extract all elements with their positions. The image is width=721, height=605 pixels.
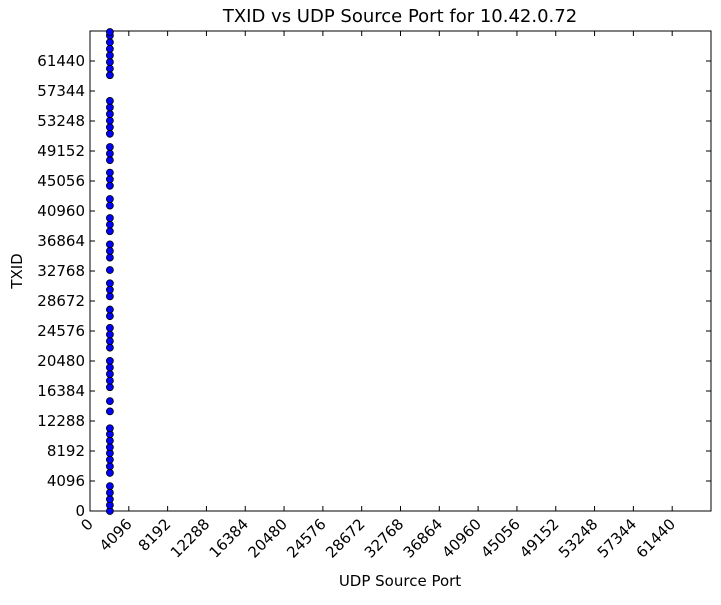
point xyxy=(105,129,114,138)
point xyxy=(105,397,114,406)
point xyxy=(105,424,114,433)
point xyxy=(105,488,114,497)
point xyxy=(105,330,114,339)
point xyxy=(105,462,114,471)
point xyxy=(105,71,114,80)
point xyxy=(105,436,114,445)
y-tick-label: 36864 xyxy=(37,232,85,250)
point xyxy=(105,220,114,229)
point xyxy=(105,370,114,378)
point xyxy=(105,356,114,365)
x-tick-label: 16384 xyxy=(206,515,252,561)
y-axis-label: TXID xyxy=(8,253,26,289)
point xyxy=(105,38,114,47)
y-tick-label: 20480 xyxy=(37,352,85,370)
x-tick-label: 49152 xyxy=(516,515,562,561)
point xyxy=(105,266,114,274)
y-tick-label: 32768 xyxy=(37,262,85,280)
point xyxy=(105,443,114,452)
x-tick-label: 57344 xyxy=(594,515,640,561)
y-tick-label: 0 xyxy=(75,502,85,520)
point xyxy=(105,407,114,416)
point xyxy=(105,175,114,184)
point xyxy=(105,156,114,165)
point xyxy=(105,455,114,464)
x-tick-label: 53248 xyxy=(555,515,601,561)
point xyxy=(105,305,114,314)
point xyxy=(105,495,114,504)
point xyxy=(105,323,114,332)
y-tick-label: 49152 xyxy=(37,142,85,160)
y-tick-label: 16384 xyxy=(37,382,85,400)
point xyxy=(105,240,114,249)
point xyxy=(105,247,114,255)
point xyxy=(105,227,114,236)
x-tick-label: 0 xyxy=(77,515,96,534)
point xyxy=(105,28,114,36)
x-tick-label: 32768 xyxy=(361,515,407,561)
point xyxy=(105,51,114,60)
point xyxy=(105,44,114,53)
plot-frame xyxy=(89,30,712,512)
point xyxy=(105,469,114,477)
y-tick-label: 28672 xyxy=(37,292,85,310)
point xyxy=(105,292,114,301)
point xyxy=(105,214,114,222)
x-tick-label: 36864 xyxy=(400,515,446,561)
point xyxy=(105,149,114,158)
point xyxy=(105,285,114,294)
point xyxy=(105,96,114,105)
point xyxy=(105,58,114,66)
point xyxy=(105,110,114,118)
y-tick-label: 4096 xyxy=(47,472,85,490)
y-tick-label: 24576 xyxy=(37,322,85,340)
chart-title: TXID vs UDP Source Port for 10.42.0.72 xyxy=(222,6,577,27)
point xyxy=(105,337,114,345)
point xyxy=(105,376,114,385)
y-tick-label: 8192 xyxy=(47,442,85,460)
x-tick-label: 12288 xyxy=(167,515,213,561)
point xyxy=(105,123,114,132)
y-tick-label: 61440 xyxy=(37,52,85,70)
point xyxy=(105,103,114,112)
point xyxy=(105,195,114,203)
point xyxy=(105,343,114,352)
point xyxy=(105,181,114,190)
point xyxy=(105,201,114,210)
point xyxy=(105,116,114,125)
point xyxy=(105,383,114,392)
point xyxy=(105,312,114,321)
point xyxy=(105,64,114,73)
y-tick-label: 57344 xyxy=(37,82,85,100)
x-tick-label: 20480 xyxy=(244,515,290,561)
x-tick-label: 45056 xyxy=(477,515,523,561)
x-axis-label: UDP Source Port xyxy=(339,572,461,590)
point xyxy=(105,363,114,372)
x-tick-label: 4096 xyxy=(96,515,136,555)
point xyxy=(105,482,114,490)
y-tick-label: 40960 xyxy=(37,202,85,220)
y-tick-label: 53248 xyxy=(37,112,85,130)
x-tick-label: 28672 xyxy=(322,515,368,561)
x-tick-label: 40960 xyxy=(438,515,484,561)
point xyxy=(105,168,114,177)
x-tick-label: 24576 xyxy=(283,515,329,561)
x-tick-label: 61440 xyxy=(633,515,679,561)
point xyxy=(105,143,114,151)
y-tick-label: 12288 xyxy=(37,412,85,430)
point xyxy=(105,253,114,262)
y-tick-label: 45056 xyxy=(37,172,85,190)
point xyxy=(105,279,114,288)
